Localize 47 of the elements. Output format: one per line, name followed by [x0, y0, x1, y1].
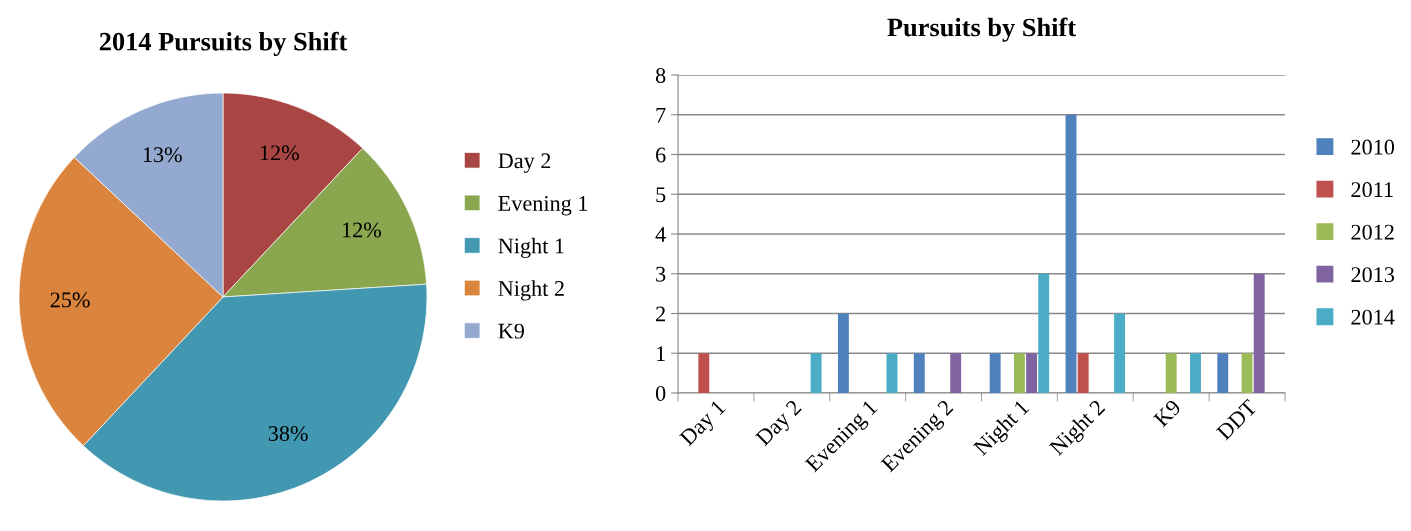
bar — [698, 353, 710, 393]
bar — [1065, 114, 1077, 393]
y-tick-label: 3 — [656, 266, 666, 282]
bar — [1165, 353, 1177, 393]
bar — [1038, 273, 1050, 393]
bar — [989, 353, 1001, 393]
legend-label: 2011 — [1351, 182, 1393, 198]
y-tick-label: 1 — [657, 346, 665, 361]
x-tick-label: Day 1 — [678, 399, 730, 450]
x-tick-label: K9 — [1152, 399, 1182, 428]
legend-label: Night 2 — [498, 280, 564, 301]
y-tick-label: 8 — [655, 67, 666, 83]
bar — [913, 353, 925, 393]
chart-title: 2014 Pursuits by Shift — [99, 31, 348, 57]
data-label: 12% — [343, 222, 382, 238]
data-label: 25% — [50, 292, 90, 308]
bar — [1217, 353, 1229, 393]
bar — [1013, 353, 1025, 393]
bar — [1241, 353, 1253, 393]
bar — [1253, 273, 1265, 393]
bar — [1077, 353, 1089, 393]
bar — [837, 313, 849, 393]
data-label: 12% — [260, 145, 299, 161]
legend-label: K9 — [498, 323, 524, 339]
bar — [950, 353, 962, 393]
y-tick-label: 0 — [655, 385, 666, 401]
legend-label: 2010 — [1351, 139, 1395, 155]
y-tick-label: 7 — [656, 107, 666, 123]
bar — [886, 353, 898, 393]
bar — [1114, 313, 1126, 393]
y-tick-label: 6 — [656, 147, 666, 163]
legend-label: 2012 — [1351, 224, 1394, 240]
chart-title: Pursuits by Shift — [887, 17, 1076, 42]
data-label: 13% — [143, 147, 182, 163]
y-tick-label: 4 — [655, 227, 666, 242]
legend-label: Evening 1 — [498, 195, 588, 216]
bar — [1190, 353, 1201, 393]
bar — [1026, 353, 1038, 393]
legend-label: Day 2 — [498, 153, 551, 173]
y-tick-label: 5 — [656, 187, 666, 203]
y-tick-label: 2 — [656, 306, 665, 322]
legend-label: 2014 — [1351, 309, 1395, 325]
legend-label: 2013 — [1351, 267, 1395, 283]
bar — [810, 353, 822, 393]
legend-label: Night 1 — [498, 237, 564, 259]
data-label: 38% — [268, 425, 308, 442]
x-tick-label: Day 2 — [754, 399, 806, 450]
